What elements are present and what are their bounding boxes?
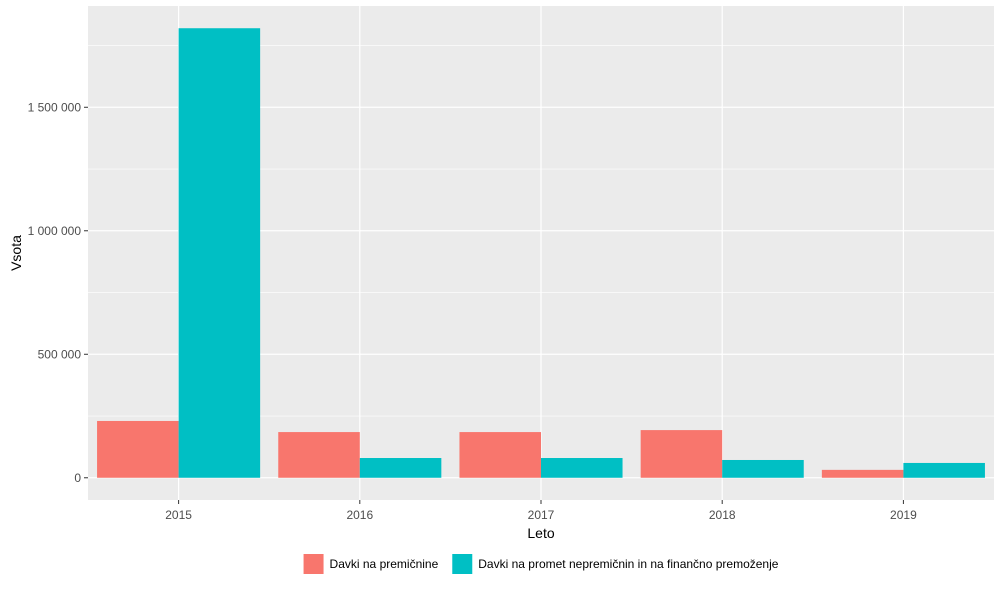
bar-2016-series-1 bbox=[278, 432, 360, 478]
y-tick-label: 500 000 bbox=[38, 347, 82, 361]
bar-2018-series-2 bbox=[722, 459, 804, 478]
bar-2019-series-2 bbox=[903, 462, 985, 478]
y-tick-label: 1 500 000 bbox=[28, 100, 82, 114]
bar-2016-series-2 bbox=[359, 458, 442, 478]
bar-2017-series-2 bbox=[541, 458, 623, 478]
y-axis-title: Vsota bbox=[8, 235, 24, 271]
y-tick-label: 1 000 000 bbox=[28, 224, 82, 238]
bar-2015-series-1 bbox=[97, 420, 179, 478]
x-tick-label: 2019 bbox=[890, 508, 917, 522]
x-axis: 2015 2016 2017 2018 2019 bbox=[165, 500, 917, 522]
y-tick-label: 0 bbox=[74, 471, 81, 485]
x-tick-label: 2018 bbox=[709, 508, 736, 522]
y-axis: 0 500 000 1 000 000 1 500 000 bbox=[28, 100, 88, 485]
x-tick-label: 2016 bbox=[346, 508, 373, 522]
legend: Davki na premičnine Davki na promet nepre… bbox=[303, 554, 779, 574]
legend-key-1 bbox=[303, 554, 324, 574]
bar-2017-series-1 bbox=[459, 432, 541, 478]
x-tick-label: 2017 bbox=[528, 508, 555, 522]
bar-2019-series-1 bbox=[821, 469, 904, 478]
x-axis-title: Leto bbox=[527, 525, 554, 541]
bar-2015-series-2 bbox=[178, 28, 261, 478]
bars bbox=[97, 28, 985, 478]
bar-2018-series-1 bbox=[640, 430, 723, 478]
legend-key-2 bbox=[452, 554, 473, 574]
legend-label-1: Davki na premičnine bbox=[330, 557, 439, 571]
x-tick-label: 2015 bbox=[165, 508, 192, 522]
legend-label-2: Davki na promet nepremičnin in na finanč… bbox=[478, 557, 778, 571]
